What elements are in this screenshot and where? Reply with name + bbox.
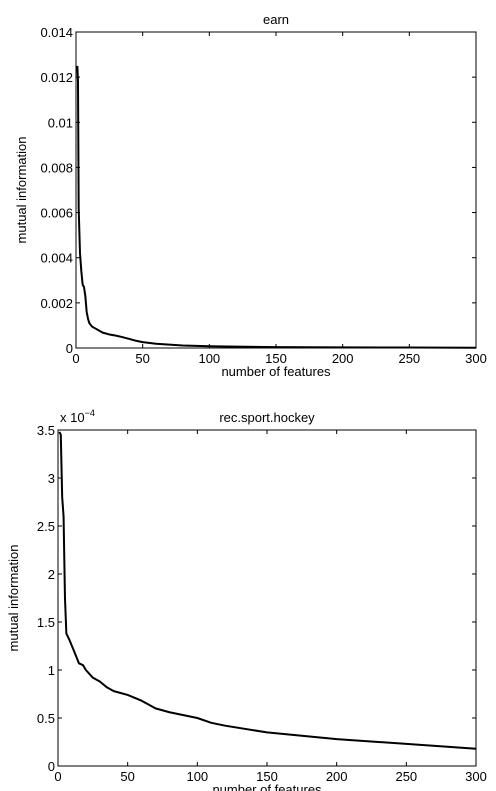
chart-1-y-tick-label: 0.01	[48, 115, 73, 130]
chart-2-x-tick-label: 0	[54, 769, 61, 784]
chart-1-series-1-line	[76, 65, 477, 349]
chart-2-x-tick-label: 200	[326, 769, 348, 784]
chart-2-y-tick-label: 3.5	[37, 423, 55, 438]
chart-2-plot-frame	[57, 429, 477, 767]
chart-2-y-tick-label: 3	[48, 471, 55, 486]
chart-2-y-tick-label: 1.5	[37, 615, 55, 630]
chart-1-x-tick-label: 250	[398, 351, 420, 366]
chart-1-x-tick-label: 0	[72, 351, 79, 366]
chart-2-x-axis-label: number of features	[212, 782, 322, 791]
chart-1-y-tick-label: 0.006	[40, 206, 73, 221]
chart-2-x-tick-label: 300	[465, 769, 487, 784]
chart-1-y-tick-label: 0	[66, 341, 73, 356]
chart-1-y-tick-label: 0.014	[40, 25, 73, 40]
chart-1-x-tick-label: 200	[332, 351, 354, 366]
chart-2-y-tick-label: 0.5	[37, 711, 55, 726]
chart-2-x-tick-label: 150	[256, 769, 278, 784]
chart-2-y-tick-label: 1	[48, 663, 55, 678]
chart-2-y-tick-label: 0	[48, 759, 55, 774]
chart-1-plot-frame	[75, 31, 477, 349]
chart-1-x-tick-label: 100	[198, 351, 220, 366]
chart-1-y-tick-label: 0.004	[40, 251, 73, 266]
chart-2-series-1-line	[58, 431, 477, 750]
chart-2-y-axis-label: mutual information	[6, 545, 21, 652]
chart-1-x-tick-label: 150	[265, 351, 287, 366]
chart-2-x-tick-label: 50	[120, 769, 134, 784]
chart-1-title: earn	[263, 12, 289, 27]
chart-2-title: rec.sport.hockey	[219, 410, 315, 425]
chart-2-x-tick-label: 250	[395, 769, 417, 784]
chart-2-x-tick-label: 100	[186, 769, 208, 784]
chart-1-y-tick-label: 0.002	[40, 296, 73, 311]
chart-2-y-tick-label: 2	[48, 567, 55, 582]
chart-2-y-multiplier: x 10−4	[60, 408, 95, 425]
chart-1-x-tick-label: 50	[135, 351, 149, 366]
chart-1-y-axis-label: mutual information	[14, 137, 29, 244]
chart-1-x-tick-label: 300	[465, 351, 487, 366]
chart-1-x-axis-label: number of features	[221, 364, 331, 379]
chart-2-y-multiplier-exponent: −4	[85, 408, 95, 418]
chart-1-y-tick-label: 0.008	[40, 160, 73, 175]
chart-2-y-tick-label: 2.5	[37, 519, 55, 534]
chart-1-y-tick-label: 0.012	[40, 70, 73, 85]
